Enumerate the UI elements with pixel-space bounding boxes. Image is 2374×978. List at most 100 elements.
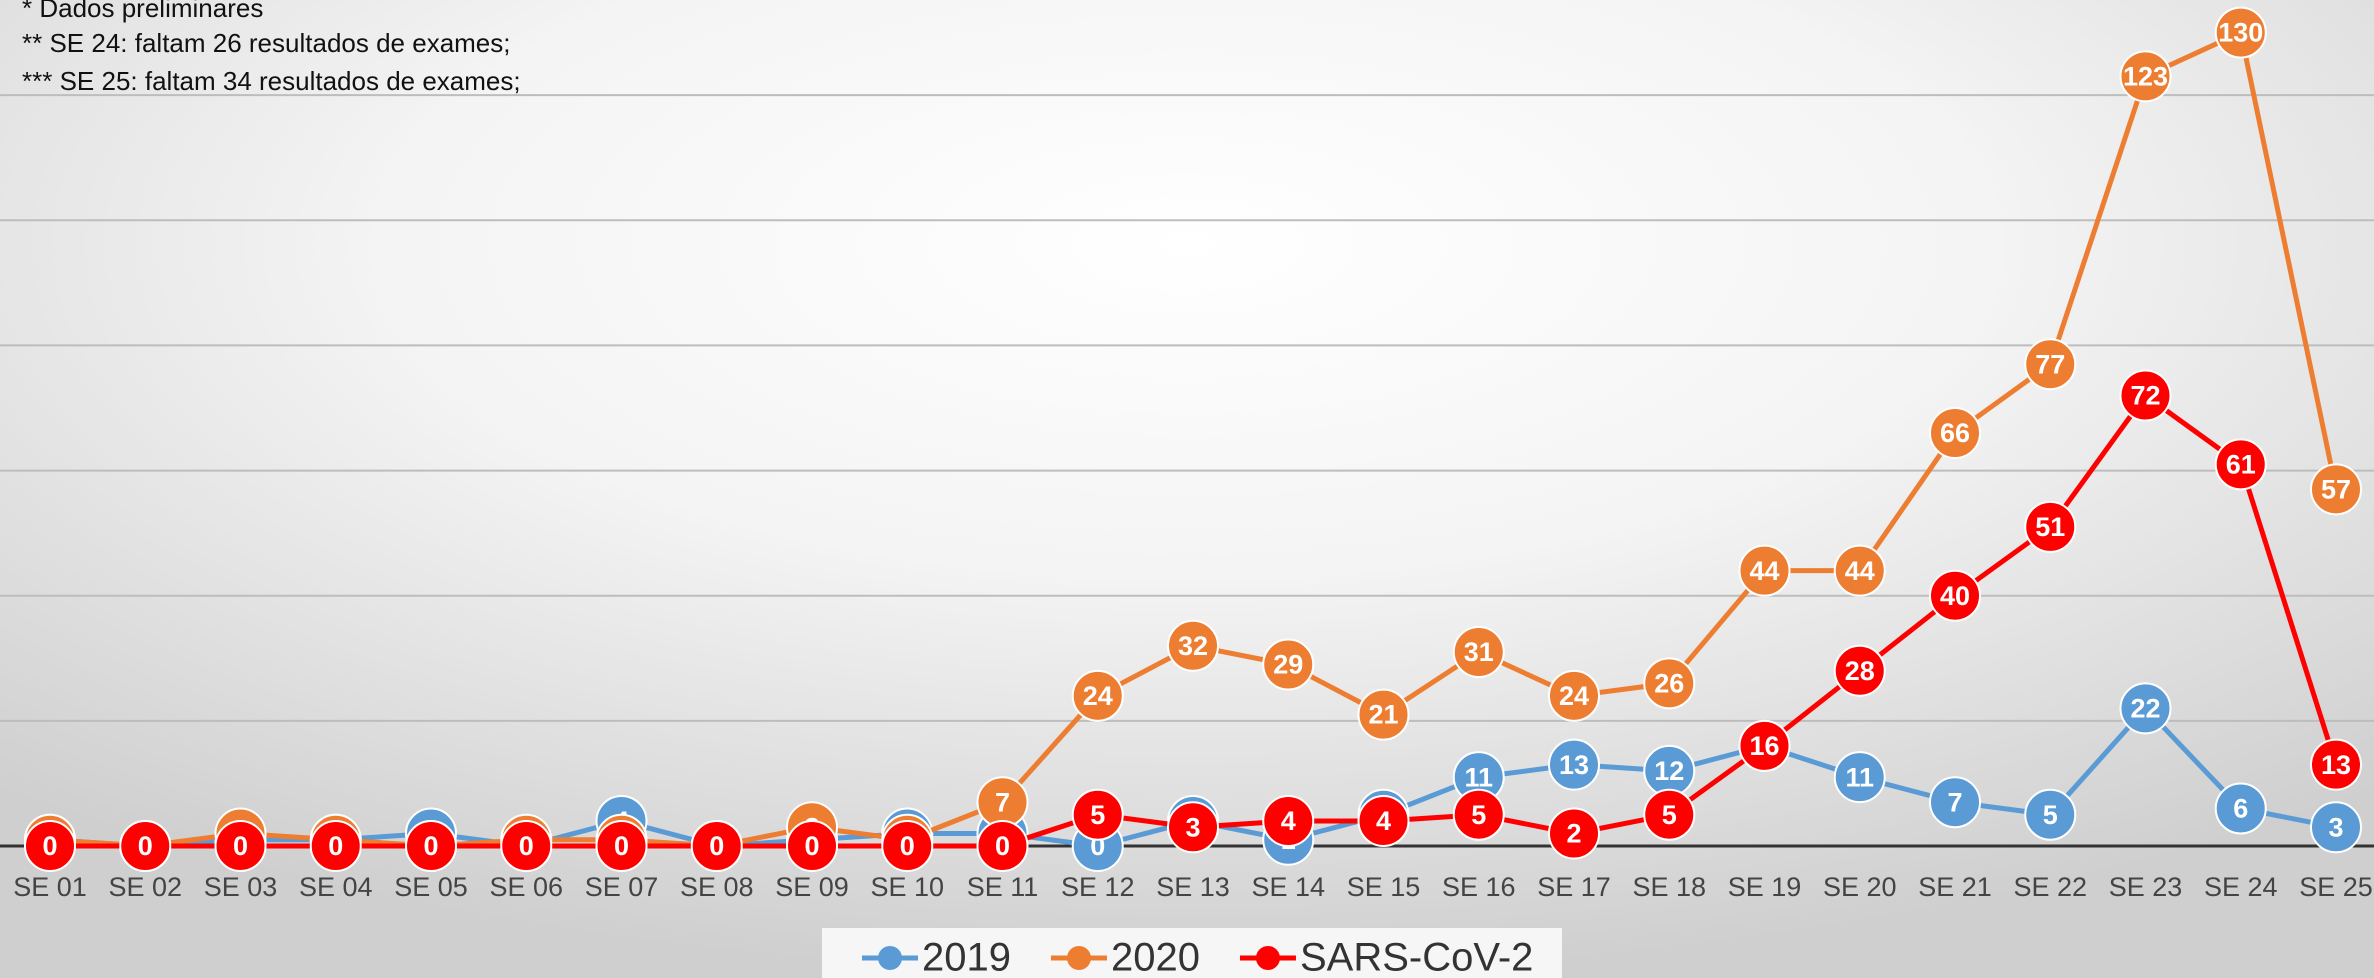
marker [309,820,362,872]
data-label: 130 [2218,18,2263,48]
marker [1738,719,1791,772]
data-label: 11 [1464,762,1493,792]
marker [1548,738,1600,791]
data-label: 4 [1281,806,1296,836]
x-tick-label: SE 14 [1251,872,1325,902]
data-label: 7 [995,787,1010,817]
data-label: 0 [138,831,153,861]
data-label: 0 [519,831,534,861]
legend-label: 2019 [922,936,1011,978]
marker [1643,657,1696,710]
marker [1833,644,1886,697]
data-label: 13 [1559,750,1589,780]
data-label: 0 [233,831,248,861]
data-label: 22 [2130,693,2160,723]
marker [1929,776,1981,829]
legend-marker [878,946,902,970]
note: ** SE 24: faltam 26 resultados de exames… [22,28,511,58]
data-label: 5 [2043,800,2058,830]
data-label: 0 [995,831,1010,861]
marker [1833,751,1886,804]
data-label: 0 [423,831,438,861]
marker [1167,619,1219,672]
data-label: 44 [1845,556,1875,586]
marker [786,820,838,872]
data-label: 51 [2035,512,2065,542]
data-label: 29 [1273,650,1303,680]
marker [1357,794,1410,847]
marker [976,820,1029,872]
x-tick-label: SE 11 [967,872,1039,902]
marker [405,820,457,872]
legend-label: 2020 [1111,936,1200,978]
data-label: 61 [2226,449,2256,479]
data-label: 44 [1749,556,1779,586]
x-tick-label: SE 13 [1156,872,1230,902]
data-label: 0 [614,831,629,861]
x-tick-label: SE 02 [108,872,182,902]
data-label: 5 [1471,800,1486,830]
data-label: 66 [1940,418,1970,448]
x-tick-label: SE 21 [1918,872,1992,902]
data-label: 123 [2123,61,2168,91]
marker [1452,788,1505,841]
marker [1643,788,1696,841]
data-label: 72 [2130,381,2160,411]
marker [1929,569,1981,622]
x-tick-label: SE 24 [2204,872,2278,902]
x-tick-label: SE 10 [870,872,944,902]
data-label: 0 [42,831,57,861]
data-label: 40 [1940,581,1970,611]
data-label: 0 [328,831,343,861]
data-label: 16 [1749,731,1779,761]
legend-label: SARS-CoV-2 [1300,936,1533,978]
data-label: 6 [2233,794,2248,824]
data-label: 0 [709,831,724,861]
x-tick-label: SE 09 [775,872,849,902]
marker [1071,669,1124,722]
x-tick-label: SE 23 [2109,872,2183,902]
marker [1548,807,1600,860]
x-tick-label: SE 15 [1347,872,1421,902]
marker [1262,638,1315,691]
marker [2214,782,2267,835]
marker [214,820,267,872]
x-tick-label: SE 05 [394,872,468,902]
x-tick-label: SE 03 [204,872,278,902]
marker [1167,801,1219,854]
data-label: 7 [1947,787,1962,817]
data-label: 13 [2321,750,2351,780]
marker [2024,338,2077,391]
marker [1738,544,1791,597]
data-label: 11 [1845,762,1874,792]
data-label: 31 [1464,637,1494,667]
x-tick-label: SE 07 [585,872,659,902]
data-label: 21 [1368,700,1398,730]
data-label: 57 [2321,474,2351,504]
data-label: 3 [2328,812,2343,842]
marker [690,820,743,872]
data-label: 2 [1566,819,1581,849]
legend-marker [1255,946,1280,970]
x-tick-label: SE 04 [299,872,373,902]
marker [2310,801,2362,854]
marker [1262,794,1315,847]
marker [119,820,172,872]
x-tick-label: SE 08 [680,872,754,902]
x-tick-label: SE 25 [2299,872,2373,902]
marker [2214,6,2267,59]
marker [1071,788,1124,841]
marker [2310,463,2362,516]
marker [2214,438,2267,491]
data-label: 28 [1845,656,1875,686]
x-tick-label: SE 12 [1061,872,1135,902]
x-tick-label: SE 20 [1823,872,1897,902]
data-label: 32 [1178,631,1208,661]
data-label: 12 [1654,756,1684,786]
data-label: 3 [1185,812,1200,842]
marker [1929,407,1981,460]
x-tick-label: SE 16 [1442,872,1516,902]
data-label: 5 [1662,800,1677,830]
data-label: 26 [1654,668,1684,698]
legend-marker [1066,946,1091,970]
